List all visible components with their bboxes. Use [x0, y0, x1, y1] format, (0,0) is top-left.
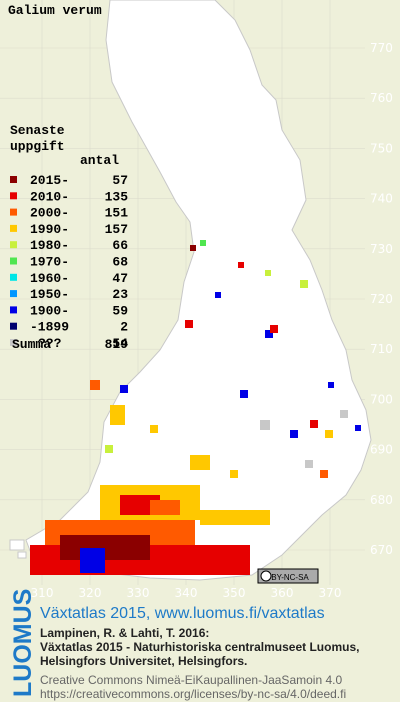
legend-count: 2 [120, 320, 128, 335]
y-tick-label: 760 [370, 91, 393, 105]
license-badge-text: BY-NC-SA [271, 573, 309, 582]
legend-count: 151 [105, 206, 129, 221]
legend-label: 2000- [30, 206, 69, 221]
legend-swatch [10, 322, 17, 330]
y-tick-label: 750 [370, 141, 393, 155]
legend-label: 2015- [30, 173, 69, 188]
license-badge: BY-NC-SA [257, 568, 319, 584]
legend-label: 1960- [30, 271, 69, 286]
legend-swatch [10, 339, 17, 346]
species-title: Galium verum [8, 3, 102, 18]
legend-label: ??? [38, 336, 62, 351]
legend-label: 2010- [30, 189, 69, 204]
y-tick-label: 670 [370, 543, 393, 557]
legend-label: 1950- [30, 287, 69, 302]
citation: Helsingfors Universitet, Helsingfors. [40, 654, 247, 668]
legend-label: -1899 [30, 320, 69, 335]
logo: LUOMUS [9, 589, 37, 697]
legend-label: 1970- [30, 255, 69, 270]
headline: Växtatlas 2015, www.luomus.fi/vaxtatlas [40, 605, 325, 622]
x-tick-label: 360 [271, 586, 294, 600]
finland-outline [25, 0, 372, 581]
legend-count: 59 [112, 303, 128, 318]
legend-count: 54 [112, 336, 128, 351]
legend-swatch [10, 208, 17, 216]
legend-swatch [10, 224, 17, 232]
legend-swatch [10, 241, 17, 249]
legend-total-label: Summa [12, 337, 51, 352]
y-tick-label: 730 [370, 242, 393, 256]
citation: Lampinen, R. & Lahti, T. 2016: [40, 626, 209, 640]
legend-count: 57 [112, 173, 128, 188]
legend-swatch [10, 273, 17, 281]
legend: 2015- 57 2010- 135 2000- 151 1990- 157 1980- 66 19… [10, 173, 128, 351]
y-tick-label: 710 [370, 342, 393, 356]
y-tick-label: 720 [370, 292, 393, 306]
y-tick-label: 740 [370, 192, 393, 206]
legend-label: 1990- [30, 222, 69, 237]
legend-swatch [10, 257, 17, 265]
legend-count: 135 [105, 189, 129, 204]
legend-heading: uppgift [10, 139, 65, 154]
legend-label: 1980- [30, 238, 69, 253]
x-tick-label: 370 [319, 586, 342, 600]
legend-heading: Senaste [10, 123, 65, 138]
observation-squares [30, 240, 361, 575]
x-tick-label: 340 [175, 586, 198, 600]
x-tick-label: 330 [127, 586, 150, 600]
legend-swatch [10, 192, 17, 200]
legend-total: 819 [105, 337, 129, 352]
license-text: https://creativecommons.org/licenses/by-… [40, 687, 346, 701]
legend-count: 157 [105, 222, 128, 237]
legend-count: 66 [112, 238, 128, 253]
legend-swatch [10, 290, 17, 298]
y-tick-label: 680 [370, 493, 393, 507]
aland-islands [9, 539, 27, 559]
legend-swatch [10, 176, 17, 183]
legend-count: 47 [112, 271, 128, 286]
y-tick-label: 700 [370, 392, 393, 406]
license-text: Creative Commons Nimeä-EiKaupallinen-Jaa… [40, 673, 342, 687]
x-tick-label: 310 [31, 586, 54, 600]
legend-label: 1900- [30, 303, 69, 318]
legend-count: 68 [112, 255, 128, 270]
legend-count: 23 [112, 287, 128, 302]
citation: Växtatlas 2015 - Naturhistoriska central… [40, 640, 359, 654]
y-tick-label: 770 [370, 41, 393, 55]
x-tick-label: 320 [79, 586, 102, 600]
x-tick-label: 350 [223, 586, 246, 600]
legend-swatch [10, 306, 17, 314]
y-tick-label: 690 [370, 443, 393, 457]
legend-count-heading: antal [80, 153, 119, 168]
